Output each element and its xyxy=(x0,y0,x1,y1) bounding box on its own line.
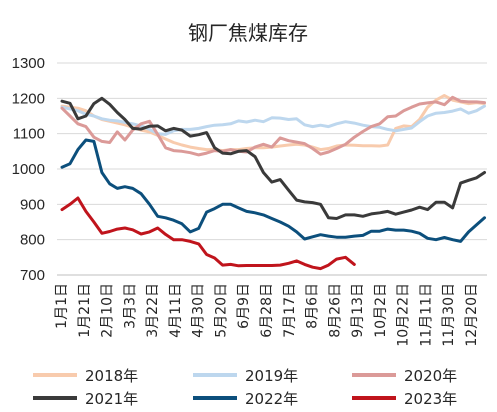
legend-item-2021: 2021年 xyxy=(33,390,138,408)
series-line-2021 xyxy=(60,96,486,220)
series-line-2022 xyxy=(60,138,486,243)
chart-title: 钢厂焦煤库存 xyxy=(188,21,308,45)
x-tick-label: 11月11日 xyxy=(418,283,434,347)
legend-item-2020: 2020年 xyxy=(352,367,457,385)
x-tick-label: 5月20日 xyxy=(213,283,229,338)
x-tick-label: 4月30日 xyxy=(191,283,207,338)
legend-item-2023: 2023年 xyxy=(352,390,457,408)
y-tick-label: 800 xyxy=(20,232,45,249)
legend-label: 2019年 xyxy=(245,367,298,385)
series-line-2023 xyxy=(60,196,356,271)
legend-label: 2018年 xyxy=(85,367,138,385)
x-tick-label: 1月1日 xyxy=(54,283,70,329)
legend: 2018年 2019年 2020年 2021年 2022年 2023年 xyxy=(33,367,457,408)
legend-item-2019: 2019年 xyxy=(193,367,298,385)
x-tick-label: 7月17日 xyxy=(282,283,298,338)
x-tick-label: 4月11日 xyxy=(168,283,184,338)
gridlines xyxy=(57,62,487,276)
x-tick-label: 2月10日 xyxy=(100,283,116,338)
legend-label: 2020年 xyxy=(404,367,457,385)
x-tick-label: 3月22日 xyxy=(145,283,161,338)
legend-label: 2022年 xyxy=(245,390,298,408)
x-tick-label: 1月21日 xyxy=(77,283,93,338)
x-tick-label: 6月28日 xyxy=(259,283,275,338)
y-tick-label: 1300 xyxy=(12,55,45,72)
x-tick-label: 10月22日 xyxy=(396,283,412,347)
y-axis-labels: 700 800 900 1000 1100 1200 1300 xyxy=(12,55,45,284)
x-tick-label: 8月26日 xyxy=(327,283,343,338)
y-tick-label: 1000 xyxy=(12,161,45,178)
x-tick-label: 8月6日 xyxy=(305,283,321,329)
x-tick-label: 10月2日 xyxy=(373,283,389,338)
x-tick-label: 12月20日 xyxy=(464,283,480,347)
x-tick-label: 3月3日 xyxy=(122,283,138,329)
legend-label: 2023年 xyxy=(404,390,457,408)
x-tick-label: 6月9日 xyxy=(236,283,252,329)
x-tick-label: 9月13日 xyxy=(350,283,366,338)
legend-item-2022: 2022年 xyxy=(193,390,298,408)
y-tick-label: 1100 xyxy=(13,126,45,143)
x-axis-labels: 1月1日 1月21日 2月10日 3月3日 3月22日 4月11日 4月30日 5月20日 6月… xyxy=(54,283,480,347)
y-tick-label: 1200 xyxy=(12,90,45,107)
legend-item-2018: 2018年 xyxy=(33,367,138,385)
y-tick-label: 900 xyxy=(20,196,45,213)
y-tick-label: 700 xyxy=(20,267,45,284)
legend-label: 2021年 xyxy=(85,390,138,408)
series-lines xyxy=(60,94,486,271)
x-tick-label: 11月30日 xyxy=(441,283,457,347)
series-line-2020 xyxy=(60,95,486,157)
